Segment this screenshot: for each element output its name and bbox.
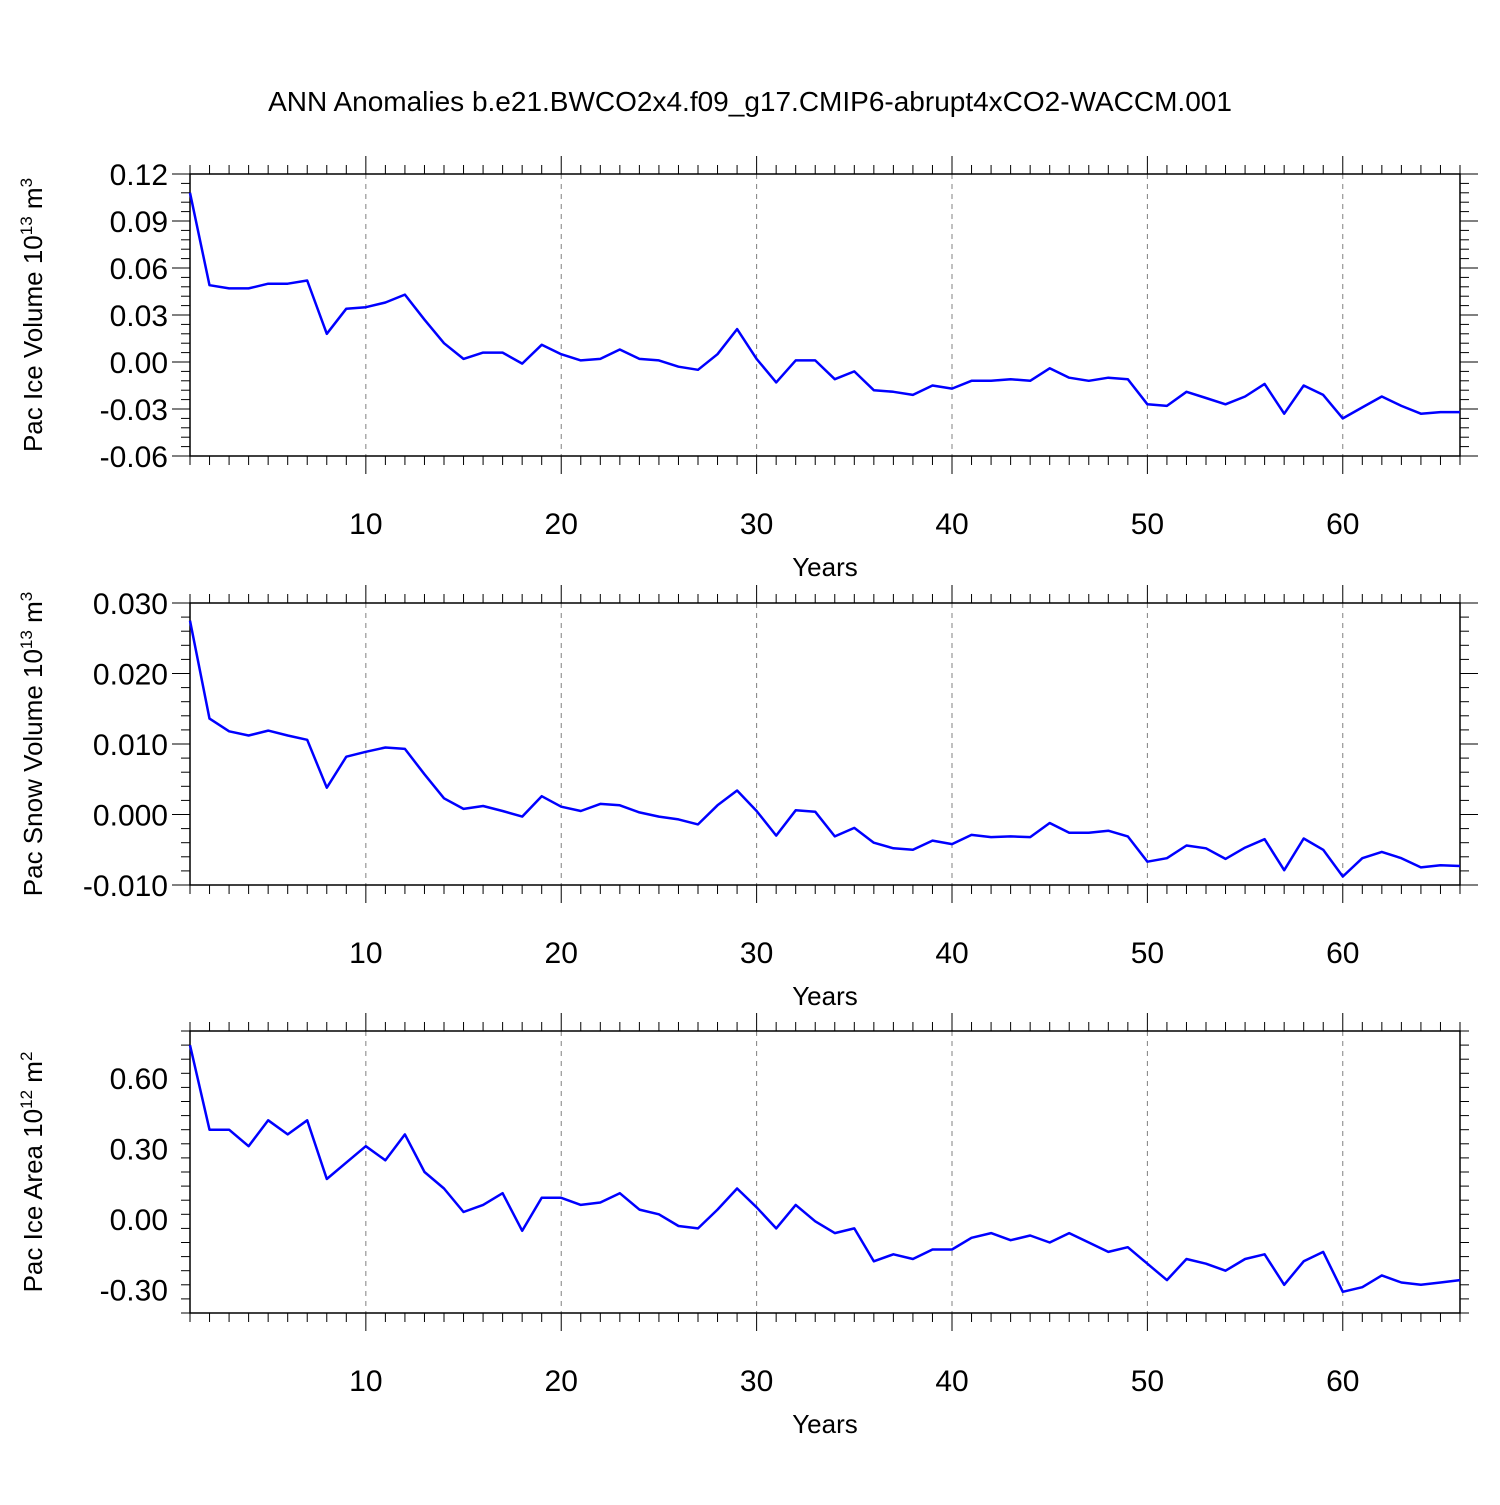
figure-title: ANN Anomalies b.e21.BWCO2x4.f09_g17.CMIP… (268, 86, 1232, 117)
y-tick-label: 0.00 (110, 1204, 168, 1237)
y-tick-label: 0.12 (110, 159, 168, 192)
y-tick-label: -0.010 (83, 870, 168, 903)
y-tick-label: -0.30 (100, 1275, 168, 1308)
chart-panel-1: -0.06 -0.03 0.00 0.03 0.06 0.09 0.12 10 20 30 40 50… (17, 156, 1478, 582)
x-tick-label: 50 (1131, 937, 1164, 970)
x-axis-title: Years (792, 552, 858, 582)
x-tick-label: 40 (935, 937, 968, 970)
x-tick-label: 40 (935, 1365, 968, 1398)
y-tick-label: 0.020 (93, 659, 168, 692)
x-tick-label: 10 (349, 1365, 382, 1398)
y-axis-title: Pac Snow Volume 1013 m3 (17, 592, 48, 896)
x-tick-label: 30 (740, 937, 773, 970)
x-tick-label: 30 (740, 1365, 773, 1398)
y-tick-label: 0.60 (110, 1063, 168, 1096)
x-axis-title: Years (792, 981, 858, 1011)
series-line-1 (188, 620, 1461, 878)
x-tick-label: 30 (740, 508, 773, 541)
x-tick-label: 20 (545, 1365, 578, 1398)
y-tick-label: 0.00 (110, 347, 168, 380)
x-tick-label: 50 (1131, 1365, 1164, 1398)
x-axis-title: Years (792, 1409, 858, 1439)
y-tick-label: 0.030 (93, 588, 168, 621)
x-tick-label: 10 (349, 937, 382, 970)
x-tick-label: 20 (545, 937, 578, 970)
chart-panel-3: -0.30 0.00 0.30 0.60 10 20 30 40 50 60 Years Pac Ic… (17, 1013, 1469, 1439)
x-tick-label: 20 (545, 508, 578, 541)
chart-panel-2: -0.010 0.000 0.010 0.020 0.030 10 20 30 40 50 60 Ye… (17, 585, 1478, 1011)
plot-frame (189, 602, 1461, 886)
y-tick-label: 0.03 (110, 300, 168, 333)
x-tick-label: 60 (1326, 937, 1359, 970)
series-line-1 (188, 1044, 1461, 1294)
x-tick-label: 10 (349, 508, 382, 541)
y-tick-label: -0.03 (100, 394, 168, 427)
x-tick-label: 60 (1326, 1365, 1359, 1398)
x-tick-label: 60 (1326, 508, 1359, 541)
series-line-1 (188, 192, 1460, 420)
y-tick-label: 0.000 (93, 800, 168, 833)
x-tick-label: 40 (935, 508, 968, 541)
plot-frame (189, 173, 1461, 457)
y-axis-title: Pac Ice Area 1012 m2 (17, 1052, 48, 1293)
x-tick-label: 50 (1131, 508, 1164, 541)
plot-frame (189, 1030, 1461, 1314)
y-tick-label: 0.010 (93, 729, 168, 762)
y-tick-label: -0.06 (100, 441, 168, 474)
y-tick-label: 0.09 (110, 206, 168, 239)
y-tick-label: 0.30 (110, 1134, 168, 1167)
y-axis-title: Pac Ice Volume 1013 m3 (17, 178, 48, 452)
y-tick-label: 0.06 (110, 253, 168, 286)
